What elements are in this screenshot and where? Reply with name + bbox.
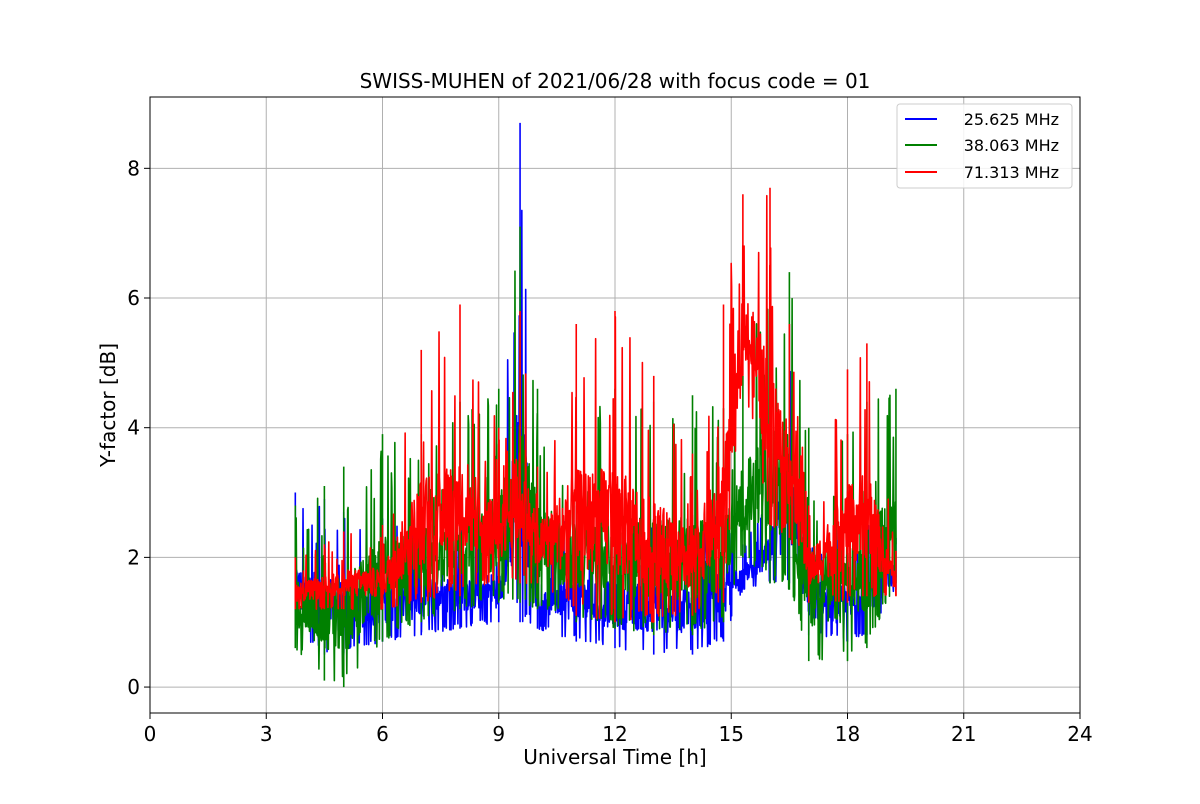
y-tick-label: 4: [127, 416, 140, 440]
x-tick-label: 15: [719, 722, 744, 746]
legend-label-series-3: 71.313 MHz: [964, 163, 1059, 182]
x-tick-label: 12: [602, 722, 627, 746]
x-axis-ticks: 0 3 6 9 12 15 18 21 24: [144, 713, 1093, 746]
y-tick-label: 2: [127, 545, 140, 569]
y-tick-label: 8: [127, 156, 140, 180]
x-axis-title: Universal Time [h]: [523, 745, 706, 769]
x-tick-label: 21: [951, 722, 976, 746]
y-axis-title: Y-factor [dB]: [96, 343, 120, 468]
x-tick-label: 9: [492, 722, 505, 746]
legend-label-series-2: 38.063 MHz: [964, 136, 1059, 155]
series-3-line: [294, 194, 897, 623]
x-tick-label: 6: [376, 722, 389, 746]
legend: 25.625 MHz 38.063 MHz 71.313 MHz: [896, 103, 1073, 189]
y-tick-label: 6: [127, 286, 140, 310]
chart-title: SWISS-MUHEN of 2021/06/28 with focus cod…: [360, 69, 871, 93]
x-tick-label: 3: [260, 722, 273, 746]
series-3-trace: [294, 187, 897, 623]
legend-box: [896, 103, 1073, 189]
y-tick-label: 0: [127, 675, 140, 699]
x-tick-label: 18: [835, 722, 860, 746]
series-layer: [294, 122, 897, 688]
legend-label-series-1: 25.625 MHz: [964, 110, 1059, 129]
x-tick-label: 0: [144, 722, 157, 746]
y-axis-ticks: 0 2 4 6 8: [127, 156, 150, 699]
x-tick-label: 24: [1067, 722, 1092, 746]
